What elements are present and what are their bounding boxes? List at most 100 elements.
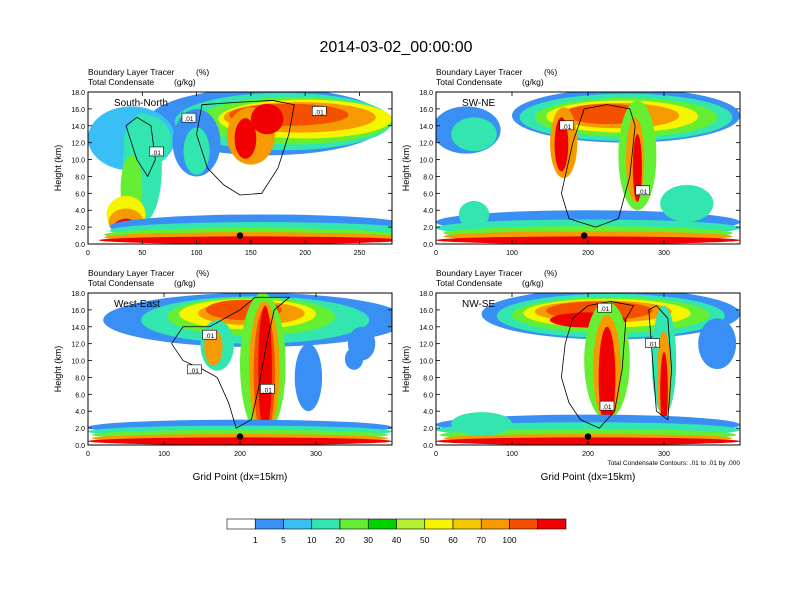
panel-south-north: .01 .01 .01 South-North Boundary Layer Trace…: [53, 67, 393, 257]
panel-units-line1: (%): [544, 268, 557, 278]
panel-units-line1: (%): [544, 67, 557, 77]
colorbar-swatch: [509, 518, 539, 530]
y-tick-label: 4.0: [75, 409, 85, 416]
contour-label-text: .01: [648, 342, 657, 349]
y-tick-label: 12.0: [71, 141, 85, 148]
x-tick-label: 0: [86, 250, 90, 257]
location-marker: [236, 232, 244, 239]
y-tick-label: 6.0: [75, 191, 85, 198]
colorbar-swatch: [424, 518, 454, 530]
colorbar-swatch: [452, 518, 482, 530]
y-axis-label: Height (km): [53, 145, 63, 192]
x-tick-label: 200: [582, 451, 594, 458]
y-tick-label: 18.0: [419, 291, 433, 298]
contour-label: .01: [311, 106, 327, 116]
plot-area: .01 .01 .01: [436, 293, 740, 445]
colorbar-label: 50: [420, 535, 430, 545]
location-marker: [584, 433, 592, 440]
colorbar-swatch: [537, 518, 567, 530]
panel-title-line2: Total Condensate: [436, 278, 502, 288]
y-tick-label: 16.0: [419, 308, 433, 315]
panel-label: NW-SE: [462, 299, 495, 310]
contour-label-box: [187, 364, 202, 375]
colorbar-label: 1: [253, 535, 258, 545]
y-tick-label: 0.0: [423, 242, 433, 249]
colorbar-swatch: [226, 518, 256, 530]
y-tick-label: 8.0: [423, 375, 433, 382]
panel-label: SW-NE: [462, 98, 495, 109]
contour-label-box: [311, 106, 327, 116]
y-tick-label: 18.0: [71, 291, 85, 298]
contour-label: .01: [260, 383, 275, 394]
colorbar-swatch: [283, 518, 313, 530]
color-region: [554, 117, 569, 172]
panel-nw-se: .01 .01 .01 NW-SE Boundary Layer Tracer (%) To…: [401, 268, 741, 483]
contour-footnote: Total Condensate Contours: .01 to .01 by…: [607, 460, 740, 467]
contour-label-box: [597, 302, 613, 313]
contour-label: .01: [187, 364, 202, 375]
contour-label-box: [599, 400, 615, 411]
x-axis-label: Grid Point (dx=15km): [193, 472, 288, 483]
panel-units-line1: (%): [196, 67, 209, 77]
plot-frame: [87, 91, 393, 245]
x-tick-label: 0: [86, 451, 90, 458]
contour-label-text: .01: [184, 116, 193, 123]
y-tick-label: 2.0: [75, 426, 85, 433]
plot-area: .01 .01 .01: [88, 293, 392, 445]
location-marker: [581, 232, 588, 239]
panel-label: South-North: [114, 98, 168, 109]
color-region: [183, 127, 210, 175]
condensate-contour: [648, 305, 673, 421]
y-tick-label: 10.0: [419, 359, 433, 366]
colorbar-label: 40: [392, 535, 402, 545]
contour-label-text: .01: [190, 368, 199, 375]
y-tick-label: 10.0: [71, 158, 85, 165]
panel-units-line2: (g/kg): [174, 278, 196, 288]
contour-label-text: .01: [152, 150, 161, 157]
contour-label-text: .01: [315, 109, 324, 116]
colorbar-label: 60: [448, 535, 458, 545]
y-tick-label: 8.0: [75, 174, 85, 181]
condensate-contour: [560, 104, 636, 228]
y-tick-label: 14.0: [419, 124, 433, 131]
plot-area: .01 .01: [436, 92, 740, 244]
contour-label: .01: [645, 338, 660, 349]
y-tick-label: 0.0: [75, 242, 85, 249]
contour-label: .01: [635, 185, 651, 196]
x-axis-label: Grid Point (dx=15km): [541, 472, 636, 483]
contour-label-text: .01: [638, 189, 647, 196]
color-region: [451, 412, 512, 436]
y-tick-label: 18.0: [419, 90, 433, 97]
panel-units-line2: (g/kg): [522, 77, 544, 87]
condensate-contour: [196, 100, 295, 196]
contour-label-box: [645, 338, 660, 348]
y-tick-label: 2.0: [423, 426, 433, 433]
y-axis-label: Height (km): [401, 346, 411, 393]
color-region: [258, 305, 272, 433]
colorbar-swatch: [480, 518, 510, 530]
colorbar-swatch: [367, 518, 397, 530]
y-tick-label: 8.0: [423, 174, 433, 181]
color-region: [698, 318, 737, 369]
panels: .01 .01 .01 South-North Boundary Layer Trace…: [53, 67, 741, 483]
panel-title-line2: Total Condensate: [88, 77, 154, 87]
contour-label-box: [260, 383, 275, 394]
x-tick-label: 250: [354, 250, 366, 257]
y-tick-label: 16.0: [71, 107, 85, 114]
y-axis-label: Height (km): [53, 346, 63, 393]
contour-label: .01: [559, 120, 575, 131]
contour-label-box: [181, 112, 197, 123]
contour-label: .01: [599, 400, 615, 411]
panel-units-line1: (%): [196, 268, 209, 278]
contour-label-box: [202, 329, 217, 340]
contour-label: .01: [181, 112, 197, 123]
panel-title-line1: Boundary Layer Tracer: [436, 268, 523, 278]
y-tick-label: 2.0: [423, 225, 433, 232]
colorbar-label: 20: [335, 535, 345, 545]
colorbar-swatch: [311, 518, 341, 530]
x-tick-label: 100: [506, 250, 518, 257]
contour-label-text: .01: [600, 306, 609, 313]
x-tick-label: 50: [138, 250, 146, 257]
